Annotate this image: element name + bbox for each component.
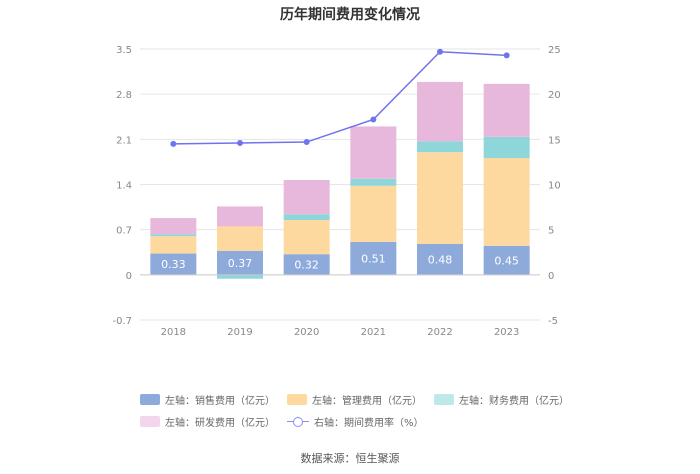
legend-label-finance: 左轴：财务费用（亿元） (459, 395, 569, 407)
bar-segment (417, 152, 463, 244)
legend-label-expense-rate: 右轴：期间费用率（%） (314, 417, 424, 429)
bar-segment (350, 178, 397, 186)
legend-label-rd: 左轴：研发费用（亿元） (165, 417, 275, 429)
expense-rate-point (370, 116, 377, 123)
data-source: 数据来源：恒生聚源 (300, 452, 400, 465)
bar-segment (150, 234, 197, 237)
y-left-tick-label: -0.7 (112, 316, 132, 327)
expense-rate-point (170, 140, 177, 147)
bar-value-label: 0.33 (161, 258, 186, 271)
x-tick-label: 2023 (494, 327, 519, 338)
expense-rate-point (237, 139, 243, 146)
bar-segment (150, 253, 197, 275)
legend: 左轴：销售费用（亿元） 左轴：管理费用（亿元） 左轴：财务费用（亿元） 左轴：研… (140, 388, 580, 432)
legend-label-sales: 左轴：销售费用（亿元） (165, 395, 275, 407)
x-tick-label: 2020 (294, 327, 319, 338)
y-right-tick-label: 15 (548, 135, 561, 146)
bar-segment (283, 214, 330, 220)
y-right-tick-label: 5 (548, 226, 554, 237)
bar-segment (483, 158, 530, 246)
legend-swatch-sales (140, 393, 160, 405)
x-tick-label: 2018 (161, 327, 186, 338)
y-right-tick-label: 10 (548, 181, 561, 192)
y-left-tick-label: 2.8 (116, 90, 132, 101)
bar-value-label: 0.48 (428, 253, 453, 266)
bar-value-label: 0.51 (361, 252, 386, 265)
expense-rate-point (303, 139, 310, 146)
legend-swatch-rd (140, 415, 160, 427)
legend-swatch-finance (434, 393, 454, 405)
bar-segment (217, 226, 263, 251)
y-right-tick-label: -5 (548, 316, 558, 327)
legend-item-expense-rate[interactable]: 右轴：期间费用率（%） (287, 414, 424, 429)
chart-title: 历年期间费用变化情况 (280, 7, 420, 23)
bar-segment (350, 126, 397, 179)
y-left-tick-label: 0 (126, 271, 132, 282)
bar-segment (283, 179, 330, 215)
legend-item-sales[interactable]: 左轴：销售费用（亿元） (140, 392, 275, 407)
y-left-tick-label: 0.7 (116, 226, 132, 237)
expense-rate-point (437, 48, 443, 55)
legend-item-finance[interactable]: 左轴：财务费用（亿元） (434, 392, 569, 407)
bar-segment (283, 219, 330, 255)
bar-segment (350, 185, 397, 242)
y-left-tick-label: 2.1 (116, 135, 132, 146)
x-tick-label: 2022 (427, 327, 452, 338)
bar-segment (417, 243, 463, 275)
bar-value-label: 0.45 (494, 254, 519, 267)
legend-swatch-admin (287, 393, 307, 405)
y-right-tick-label: 0 (548, 271, 554, 282)
bar-segment (217, 250, 263, 275)
legend-item-admin[interactable]: 左轴：管理费用（亿元） (287, 392, 422, 407)
expense-rate-line (173, 50, 507, 145)
y-left-tick-label: 3.5 (116, 45, 132, 56)
bar-segment (283, 254, 330, 275)
bar-value-label: 0.32 (294, 259, 319, 272)
bar-value-label: 0.37 (228, 257, 253, 270)
y-left-tick-label: 1.4 (116, 181, 132, 192)
bar-segment (350, 241, 397, 275)
y-right-tick-label: 20 (548, 90, 561, 101)
bar-segment (483, 245, 530, 275)
legend-label-admin: 左轴：管理费用（亿元） (312, 395, 422, 407)
bar-segment (217, 206, 263, 227)
bar-segment (483, 83, 530, 137)
bar-segment (217, 274, 263, 279)
y-right-tick-label: 25 (548, 45, 561, 56)
bar-segment (483, 136, 530, 159)
expense-rate-point (503, 52, 510, 59)
x-tick-label: 2021 (361, 327, 386, 338)
legend-item-rd[interactable]: 左轴：研发费用（亿元） (140, 414, 275, 429)
bar-segment (150, 236, 197, 254)
bar-segment (417, 81, 463, 142)
legend-swatch-expense-rate (287, 416, 309, 427)
bar-segment (150, 218, 197, 235)
bar-segment (417, 141, 463, 153)
x-tick-label: 2019 (227, 327, 252, 338)
